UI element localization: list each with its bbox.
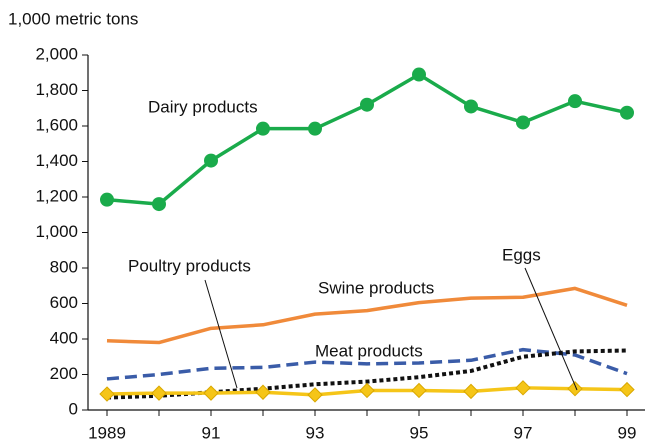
series-line: [106, 72, 628, 206]
y-tick-label: 2,000: [35, 44, 78, 63]
y-tick-label: 0: [69, 399, 78, 418]
y-axis-label: 1,000 metric tons: [8, 9, 138, 28]
leader-line: [204, 279, 238, 389]
point-marker: [308, 121, 322, 136]
y-tick-label: 600: [50, 293, 78, 312]
point-marker: [152, 197, 166, 212]
point-marker: [360, 97, 374, 112]
series-line: [106, 347, 628, 381]
y-tick-label: 1,400: [35, 151, 78, 170]
point-marker: [620, 105, 634, 120]
y-tick-label: 1,800: [35, 80, 78, 99]
x-tick-label: 1989: [88, 423, 126, 442]
leader-line: [524, 267, 578, 391]
series-label: Dairy products: [148, 97, 258, 116]
point-marker: [516, 115, 530, 130]
x-tick-label: 93: [306, 423, 325, 442]
point-marker: [619, 381, 635, 398]
series-label: Meat products: [315, 341, 423, 360]
x-tick-label: 99: [618, 423, 637, 442]
y-tick-label: 800: [50, 257, 78, 276]
point-marker: [463, 383, 479, 400]
point-marker: [255, 384, 271, 400]
point-marker: [204, 153, 218, 168]
x-tick-label: 97: [514, 423, 533, 442]
series-line: [106, 286, 628, 345]
point-marker: [307, 387, 323, 403]
y-tick-label: 200: [50, 364, 78, 383]
point-marker: [567, 380, 583, 397]
point-marker: [464, 99, 478, 114]
y-tick-label: 1,200: [35, 186, 78, 205]
y-tick-label: 1,600: [35, 115, 78, 134]
point-marker: [256, 121, 270, 136]
y-tick-label: 1,000: [35, 222, 78, 241]
x-tick-label: 95: [410, 423, 429, 442]
point-marker: [359, 382, 375, 399]
series-label: Swine products: [318, 278, 434, 297]
x-tick-label: 91: [202, 423, 221, 442]
point-marker: [412, 67, 426, 82]
point-marker: [99, 386, 115, 402]
point-marker: [203, 385, 219, 401]
y-tick-label: 400: [50, 328, 78, 347]
point-marker: [568, 94, 582, 109]
series-label: Poultry products: [128, 256, 251, 275]
point-marker: [515, 380, 531, 396]
series-label: Eggs: [502, 245, 541, 264]
point-marker: [411, 382, 427, 399]
point-marker: [100, 192, 114, 207]
point-marker: [151, 385, 167, 401]
